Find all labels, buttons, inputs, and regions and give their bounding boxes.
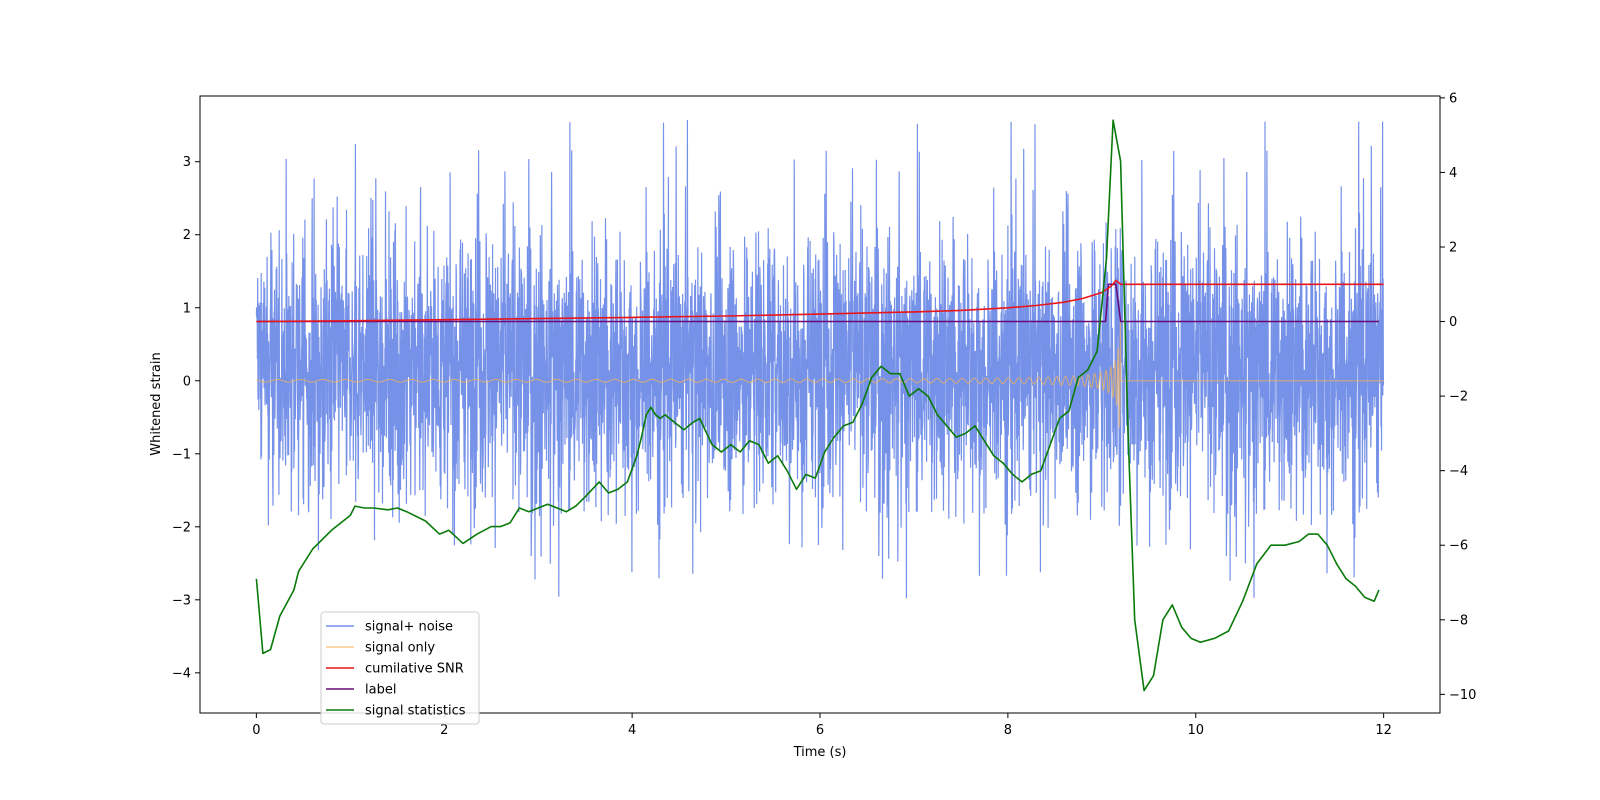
- x-axis-label: Time (s): [793, 745, 847, 760]
- y-right-tick-label: 4: [1449, 166, 1457, 181]
- plot-area: [255, 119, 1385, 692]
- legend-label: signal only: [365, 641, 435, 656]
- y-right-tick-label: −6: [1449, 539, 1468, 554]
- series-cumulative-snr: [256, 279, 1384, 323]
- y-left-tick-label: −2: [172, 520, 191, 535]
- y-right-tick-label: 2: [1449, 240, 1457, 255]
- legend-label: label: [365, 683, 396, 698]
- x-tick-label: 6: [816, 723, 824, 738]
- y-left-tick-label: −1: [172, 447, 191, 462]
- x-tick-label: 8: [1004, 723, 1012, 738]
- x-tick-label: 0: [252, 723, 260, 738]
- legend-label: signal statistics: [365, 704, 466, 719]
- y-right-tick-label: 6: [1449, 91, 1457, 106]
- series-signal-only: [256, 315, 1384, 428]
- y-axis-right: −10 −8 −6 −4 −2 0 2 4 6: [1440, 91, 1476, 703]
- legend-box: [320, 611, 480, 725]
- y-left-tick-label: −4: [172, 666, 191, 681]
- y-right-tick-label: −8: [1449, 613, 1468, 628]
- y-left-tick-label: 1: [183, 301, 191, 316]
- y-left-tick-label: 3: [183, 155, 191, 170]
- y-right-tick-label: −10: [1449, 688, 1476, 703]
- x-tick-label: 12: [1375, 723, 1392, 738]
- series-signal-noise: [255, 120, 1385, 599]
- series-signal-statistics: [255, 119, 1380, 692]
- legend-label: cumilative SNR: [365, 662, 464, 677]
- legend: signal+ noise signal only cumilative SNR la…: [320, 611, 480, 725]
- y-axis-left: −4 −3 −2 −1 0 1 2 3: [172, 155, 200, 681]
- x-tick-label: 2: [440, 723, 448, 738]
- x-tick-label: 4: [628, 723, 636, 738]
- y-axis-left-label: Whitened strain: [149, 352, 164, 455]
- y-right-tick-label: 0: [1449, 315, 1457, 330]
- y-left-tick-label: 2: [183, 228, 191, 243]
- y-right-tick-label: −2: [1449, 390, 1468, 405]
- y-left-tick-label: −3: [172, 593, 191, 608]
- y-left-tick-label: 0: [183, 374, 191, 389]
- y-right-tick-label: −4: [1449, 464, 1468, 479]
- legend-label: signal+ noise: [365, 620, 453, 635]
- x-tick-label: 10: [1187, 723, 1204, 738]
